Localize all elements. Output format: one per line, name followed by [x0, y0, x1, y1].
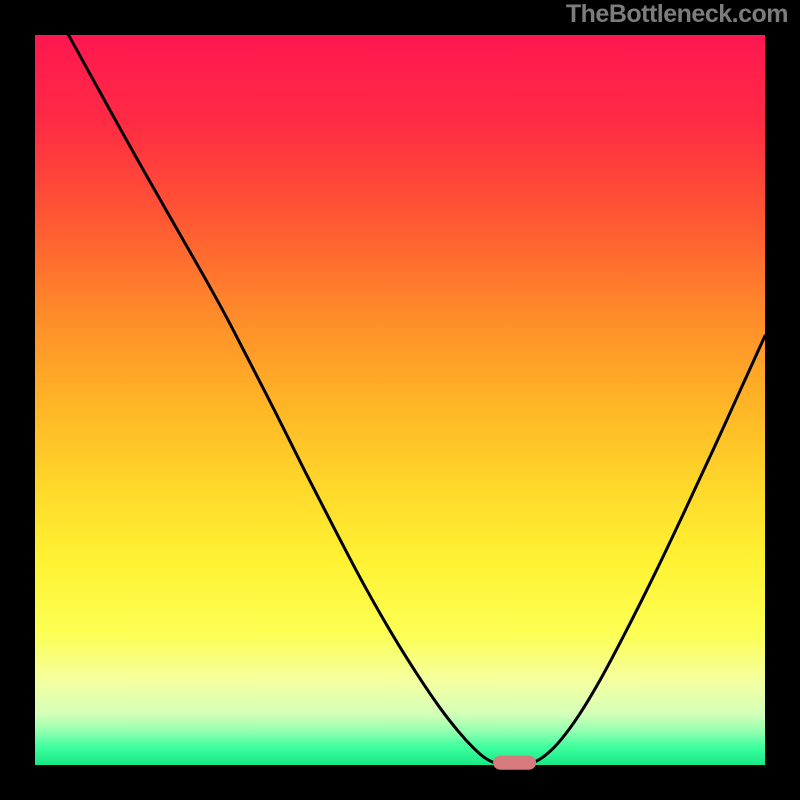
attribution-text: TheBottleneck.com: [566, 0, 788, 29]
chart-plot-area: [35, 35, 765, 765]
optimal-marker: [493, 756, 537, 771]
bottleneck-curve: [35, 35, 765, 765]
